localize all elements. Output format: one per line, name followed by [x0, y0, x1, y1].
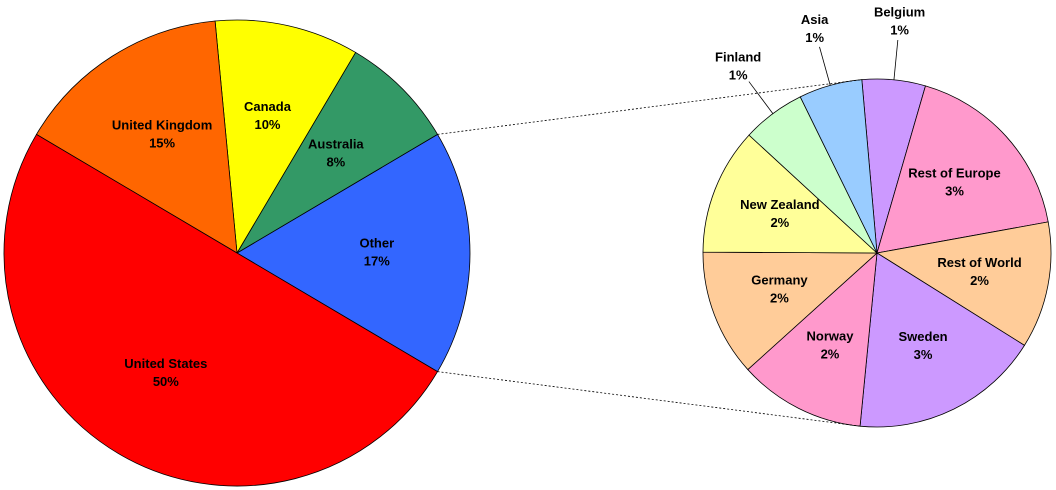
slice-value-label: 2% [970, 273, 989, 288]
slice-label: Canada [244, 99, 292, 114]
slice-value-label: 1% [890, 23, 909, 38]
pie-slice [3, 133, 439, 487]
slice-value-label: 2% [821, 347, 840, 362]
slice-label: Other [359, 235, 394, 250]
connector-line [437, 79, 862, 135]
slice-label: Norway [807, 329, 855, 344]
slice-value-label: 50% [153, 374, 179, 389]
pie-slice [214, 19, 357, 255]
slice-label: Sweden [898, 329, 947, 344]
slice-label: Rest of World [937, 255, 1021, 270]
slice-label: Australia [308, 137, 364, 152]
slice-value-label: 15% [149, 135, 175, 150]
slice-value-label: 3% [945, 184, 964, 199]
slice-value-label: 2% [770, 215, 789, 230]
slice-label: Asia [801, 12, 829, 27]
pie-slice [747, 252, 878, 427]
slice-value-label: 8% [326, 155, 345, 170]
slice-label: Belgium [874, 5, 925, 20]
pie-slice [859, 252, 1026, 428]
slice-value-label: 1% [805, 30, 824, 45]
pie-slice [35, 20, 238, 254]
pie-slice [875, 221, 1052, 346]
pie-slice [236, 51, 439, 254]
connector-line [437, 371, 862, 427]
slice-value-label: 1% [729, 68, 748, 83]
slice-value-label: 3% [914, 347, 933, 362]
leader-line [819, 46, 831, 86]
leader-line [748, 81, 774, 114]
slice-label: Finland [715, 50, 761, 65]
slice-value-label: 17% [364, 253, 390, 268]
pie-slice [236, 133, 471, 373]
pie-slice [702, 251, 879, 371]
pie-slice [702, 134, 879, 254]
slice-label: United Kingdom [112, 117, 212, 132]
slice-label: Germany [751, 273, 808, 288]
slice-value-label: 2% [770, 291, 789, 306]
slice-value-label: 10% [254, 117, 280, 132]
pie-slice [876, 85, 1049, 254]
slice-label: United States [124, 356, 207, 371]
slice-label: Rest of Europe [908, 166, 1000, 181]
leader-line [893, 39, 899, 80]
slice-label: New Zealand [740, 197, 820, 212]
